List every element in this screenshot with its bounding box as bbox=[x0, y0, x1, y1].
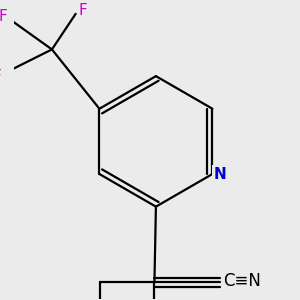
Text: N: N bbox=[214, 167, 226, 182]
Text: F: F bbox=[0, 69, 2, 84]
Text: F: F bbox=[0, 9, 8, 24]
Text: F: F bbox=[79, 3, 88, 18]
Text: C≡N: C≡N bbox=[223, 272, 261, 290]
